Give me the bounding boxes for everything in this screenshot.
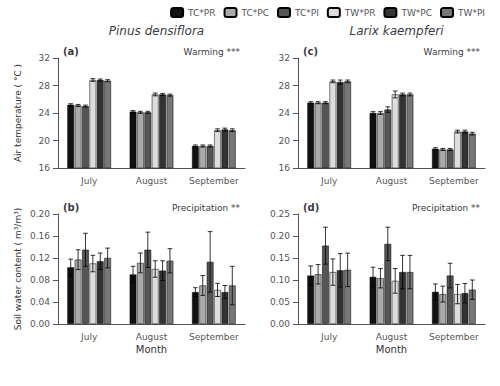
svg-text:20: 20 <box>279 136 291 146</box>
svg-text:Month: Month <box>376 344 407 355</box>
svg-text:(b): (b) <box>63 202 79 213</box>
svg-text:TC*PC: TC*PC <box>241 8 269 18</box>
svg-text:20: 20 <box>39 136 51 146</box>
svg-text:August: August <box>136 332 168 342</box>
svg-text:TC*PR: TC*PR <box>187 8 215 18</box>
svg-text:Larix kaempferi: Larix kaempferi <box>349 24 444 38</box>
svg-text:0.08: 0.08 <box>30 275 50 285</box>
svg-text:TC*PI: TC*PI <box>294 8 319 18</box>
svg-text:(d): (d) <box>303 202 319 213</box>
svg-text:0.12: 0.12 <box>30 253 50 263</box>
svg-text:September: September <box>189 332 239 342</box>
svg-text:August: August <box>376 332 408 342</box>
svg-text:0.25: 0.25 <box>270 209 290 219</box>
svg-text:July: July <box>320 176 338 186</box>
svg-text:Precipitation **: Precipitation ** <box>172 203 241 213</box>
svg-text:Warming ***: Warming *** <box>184 47 241 57</box>
svg-text:Month: Month <box>136 344 167 355</box>
svg-text:TW*PI: TW*PI <box>457 8 485 18</box>
svg-text:0.05: 0.05 <box>270 297 290 307</box>
svg-text:September: September <box>189 176 239 186</box>
svg-text:Air temperature ( °C ): Air temperature ( °C ) <box>13 64 23 162</box>
svg-text:August: August <box>376 176 408 186</box>
svg-text:(c): (c) <box>303 46 318 57</box>
svg-text:September: September <box>429 332 479 342</box>
svg-text:32: 32 <box>279 53 290 63</box>
svg-text:0.00: 0.00 <box>270 319 290 329</box>
svg-text:0.20: 0.20 <box>270 231 290 241</box>
svg-text:TW*PC: TW*PC <box>400 8 432 18</box>
svg-text:0.20: 0.20 <box>30 209 50 219</box>
svg-text:September: September <box>429 176 479 186</box>
svg-text:(a): (a) <box>63 46 79 57</box>
svg-text:July: July <box>80 332 98 342</box>
svg-text:TW*PR: TW*PR <box>344 8 376 18</box>
svg-text:August: August <box>136 176 168 186</box>
svg-text:28: 28 <box>279 81 291 91</box>
svg-text:16: 16 <box>279 163 291 173</box>
svg-text:0.10: 0.10 <box>270 275 290 285</box>
svg-text:July: July <box>80 176 98 186</box>
svg-text:0.15: 0.15 <box>270 253 290 263</box>
svg-text:July: July <box>320 332 338 342</box>
svg-text:16: 16 <box>39 163 51 173</box>
svg-text:0.00: 0.00 <box>30 319 50 329</box>
svg-text:0.04: 0.04 <box>30 297 50 307</box>
svg-text:Soil water content ( m³/m³): Soil water content ( m³/m³) <box>13 208 23 331</box>
svg-text:32: 32 <box>39 53 50 63</box>
svg-text:28: 28 <box>39 81 51 91</box>
svg-text:Pinus densiflora: Pinus densiflora <box>109 24 204 38</box>
svg-text:Precipitation **: Precipitation ** <box>412 203 481 213</box>
svg-text:0.16: 0.16 <box>30 231 50 241</box>
svg-text:Warming ***: Warming *** <box>424 47 481 57</box>
svg-text:24: 24 <box>39 108 51 118</box>
svg-text:24: 24 <box>279 108 291 118</box>
